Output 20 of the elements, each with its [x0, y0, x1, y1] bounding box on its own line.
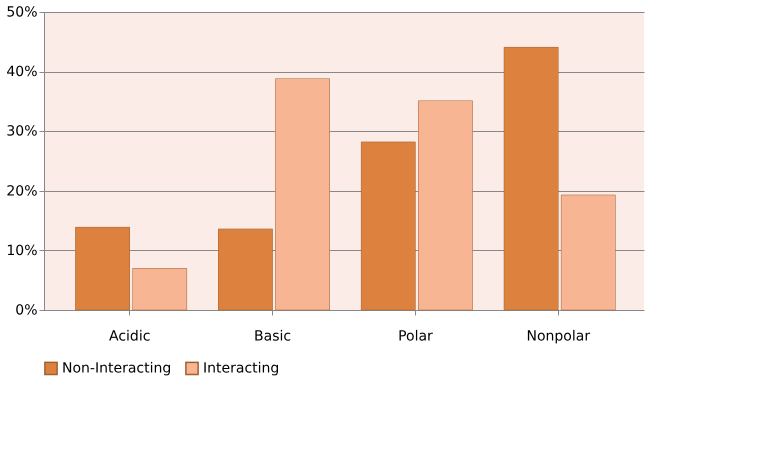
y-tick-label: 0% — [15, 302, 38, 318]
bar — [218, 228, 273, 310]
bar — [360, 142, 416, 310]
bar — [75, 226, 130, 310]
bar — [560, 194, 616, 310]
bar — [418, 100, 473, 310]
x-tick-label: Basic — [254, 328, 292, 344]
x-tick-label: Acidic — [109, 328, 150, 344]
bar — [275, 78, 330, 310]
x-tick-label: Nonpolar — [526, 328, 590, 344]
y-tick-label: 30% — [6, 124, 38, 140]
y-tick-label: 40% — [6, 64, 38, 80]
legend-label: Interacting — [203, 360, 280, 376]
x-tick-label: Polar — [398, 328, 434, 344]
y-tick-label: 20% — [6, 183, 38, 200]
legend-label: Non-Interacting — [62, 360, 172, 376]
bar — [504, 46, 559, 310]
y-tick-label: 50% — [6, 4, 38, 20]
y-tick-label: 10% — [6, 242, 38, 259]
bar — [132, 268, 188, 310]
